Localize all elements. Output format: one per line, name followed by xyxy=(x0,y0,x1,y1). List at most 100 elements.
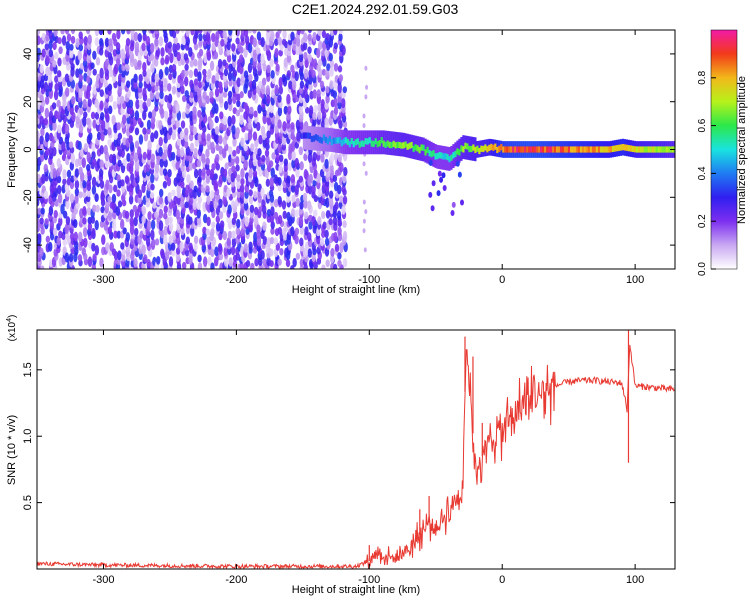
heatmap-noise-cell xyxy=(82,226,88,238)
heatmap-noise-cell xyxy=(44,43,50,51)
heatmap-noise-cell xyxy=(87,222,93,231)
heatmap-noise-cell xyxy=(164,249,170,261)
heatmap-ridge-core xyxy=(368,137,371,144)
heatmap-ridge-core xyxy=(633,146,636,153)
heatmap-noise-cell xyxy=(341,184,346,194)
heatmap-noise-cell xyxy=(312,89,317,99)
heatmap-noise-cell xyxy=(56,184,62,195)
heatmap-noise-cell xyxy=(240,74,245,84)
heatmap-noise-cell xyxy=(210,141,215,153)
heatmap-noise-cell xyxy=(215,143,220,151)
heatmap-noise-cell xyxy=(54,82,59,92)
heatmap-noise-cell xyxy=(261,198,266,208)
heatmap-noise-cell xyxy=(111,200,116,211)
heatmap-noise-cell xyxy=(197,262,203,269)
heatmap-noise-cell xyxy=(52,121,57,131)
heatmap-noise-cell xyxy=(240,168,245,179)
heatmap-noise-cell xyxy=(167,191,172,203)
heatmap-noise-cell xyxy=(137,59,142,67)
heatmap-ridge-core xyxy=(581,146,585,153)
heatmap-noise-cell xyxy=(39,217,44,225)
heatmap-noise-cell xyxy=(120,95,125,105)
heatmap-noise-cell xyxy=(53,89,59,101)
heatmap-noise-cell xyxy=(333,152,339,162)
heatmap-noise-cell xyxy=(189,180,194,189)
heatmap-noise-cell xyxy=(117,250,122,261)
heatmap-noise-cell xyxy=(168,256,174,267)
heatmap-ridge-core xyxy=(444,153,447,160)
heatmap-ridge-core xyxy=(492,144,495,151)
heatmap-noise-cell xyxy=(119,218,125,230)
heatmap-noise-cell xyxy=(252,30,257,34)
heatmap-noise-cell xyxy=(167,83,172,92)
heatmap-ridge-core xyxy=(536,146,539,153)
heatmap-ridge-core xyxy=(476,145,479,152)
heatmap-noise-cell xyxy=(164,54,170,63)
heatmap-ridge-core xyxy=(548,146,551,153)
heatmap-ridge-core xyxy=(384,141,387,148)
heatmap-noise-cell xyxy=(94,98,99,109)
heatmap-noise-cell xyxy=(193,43,199,51)
heatmap-ridge-core xyxy=(599,146,603,153)
heatmap-noise-cell xyxy=(142,101,147,110)
heatmap-noise-cell xyxy=(333,30,338,36)
heatmap-noise-cell xyxy=(275,63,280,72)
heatmap-noise-cell xyxy=(92,68,97,76)
heatmap-ridge-core xyxy=(316,135,319,142)
heatmap-ridge-core xyxy=(591,146,595,153)
heatmap-ridge-core xyxy=(404,141,407,148)
heatmap-noise-cell xyxy=(111,153,117,164)
heatmap-noise-cell xyxy=(260,187,265,198)
heatmap-noise-cell xyxy=(324,101,329,110)
heatmap-noise-cell xyxy=(316,89,321,98)
heatmap-noise-cell xyxy=(321,68,327,76)
heatmap-noise-cell xyxy=(128,134,133,144)
heatmap-ridge-core xyxy=(556,146,559,153)
heatmap-noise-cell xyxy=(45,66,50,77)
heatmap-ridge-core xyxy=(508,146,511,153)
heatmap-noise-cell xyxy=(158,120,163,131)
heatmap-noise-cell xyxy=(133,258,138,268)
heatmap-noise-cell xyxy=(341,205,346,215)
heatmap-noise-cell xyxy=(95,204,100,213)
heatmap-ridge-core xyxy=(506,146,509,153)
heatmap-ridge-core xyxy=(348,141,351,148)
heatmap-noise-cell xyxy=(193,78,199,86)
heatmap-noise-cell xyxy=(330,153,335,163)
heatmap-noise-cell xyxy=(180,58,185,66)
heatmap-noise-cell xyxy=(298,175,304,183)
heatmap-noise-cell xyxy=(362,123,366,129)
heatmap-noise-cell xyxy=(149,191,155,199)
heatmap-noise-cell xyxy=(129,209,134,219)
heatmap-ridge-core xyxy=(623,144,627,151)
heatmap-noise-cell xyxy=(248,168,253,179)
heatmap-ridge-core xyxy=(318,136,321,143)
heatmap-noise-cell xyxy=(188,216,193,225)
heatmap-noise-cell xyxy=(116,189,121,197)
heatmap-ridge-core xyxy=(456,148,459,155)
heatmap-noise-cell xyxy=(206,216,211,227)
heatmap-noise-cell xyxy=(146,68,151,79)
heatmap-noise-cell xyxy=(192,201,198,211)
heatmap-noise-cell xyxy=(210,189,215,199)
heatmap-noise-cell xyxy=(303,51,308,61)
heatmap-noise-cell xyxy=(299,201,304,210)
heatmap-noise-cell xyxy=(52,146,57,157)
heatmap-ridge-core xyxy=(562,146,565,153)
heatmap-noise-cell xyxy=(138,99,144,107)
heatmap-noise-cell xyxy=(163,234,168,246)
heatmap-noise-cell xyxy=(196,216,202,226)
heatmap-noise-cell xyxy=(197,71,202,82)
heatmap-noise-cell xyxy=(290,122,295,130)
heatmap-noise-cell xyxy=(41,173,46,185)
heatmap-noise-cell xyxy=(164,66,169,76)
heatmap-noise-cell xyxy=(460,199,465,206)
heatmap-noise-cell xyxy=(142,127,147,135)
heatmap-noise-cell xyxy=(193,168,199,179)
heatmap-ridge-core xyxy=(532,146,535,153)
heatmap-noise-cell xyxy=(69,47,74,59)
heatmap-noise-cell xyxy=(65,199,70,210)
heatmap-noise-cell xyxy=(228,79,233,87)
heatmap-ridge-core xyxy=(466,143,469,150)
heatmap-noise-cell xyxy=(103,144,108,156)
